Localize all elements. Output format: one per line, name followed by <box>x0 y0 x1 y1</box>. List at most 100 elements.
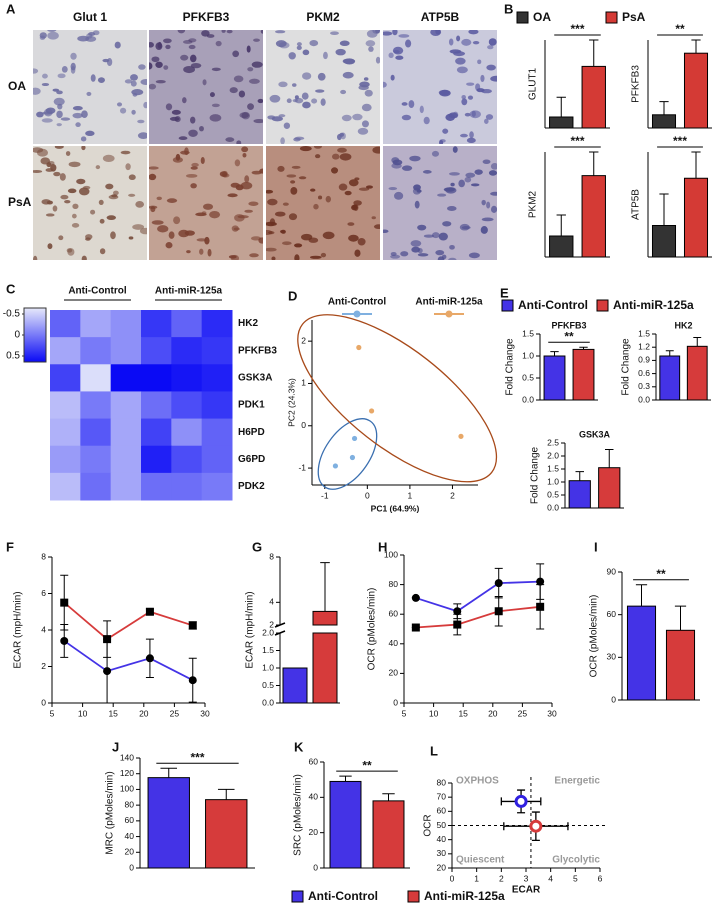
panel-label: J <box>112 739 119 754</box>
nucleus <box>317 195 323 200</box>
nucleus <box>190 183 197 189</box>
nucleus <box>56 90 63 95</box>
y-tick-label: 1.5 <box>262 645 274 655</box>
nucleus <box>401 165 413 171</box>
bar-lower <box>312 632 338 704</box>
nucleus <box>36 148 49 157</box>
nucleus <box>45 213 55 217</box>
y-axis-label: SRC (pMoles/min) <box>293 774 304 856</box>
y-tick-label: 1 <box>301 378 306 388</box>
nucleus <box>81 146 86 151</box>
y-tick-label: 8 <box>41 551 46 561</box>
legend-label: Anti-Control <box>328 297 387 308</box>
nucleus <box>238 90 246 98</box>
y-tick-label: 70 <box>437 791 447 801</box>
nucleus <box>361 103 372 112</box>
nucleus <box>487 45 494 50</box>
nucleus <box>341 114 352 122</box>
nucleus <box>294 254 300 260</box>
nucleus <box>149 42 154 48</box>
legend-label: Anti-Control <box>308 889 378 903</box>
y-tick-label: 30 <box>607 652 617 662</box>
nucleus <box>417 253 429 257</box>
quadrant-label: Glycolytic <box>552 855 600 866</box>
nucleus <box>388 52 394 59</box>
legend-swatch <box>291 890 304 903</box>
nucleus <box>60 194 69 200</box>
nucleus <box>401 114 412 121</box>
heatmap-cell <box>110 391 142 420</box>
nucleus <box>471 110 476 117</box>
x-tick-label: 1 <box>474 873 479 883</box>
column-label: PFKFB3 <box>183 10 230 24</box>
bar <box>549 116 574 129</box>
nucleus <box>70 62 76 71</box>
heatmap-cell <box>171 391 203 420</box>
point <box>356 344 362 351</box>
nucleus <box>372 146 380 154</box>
bar <box>549 235 574 258</box>
marker <box>494 579 503 588</box>
nucleus <box>76 178 86 185</box>
nucleus <box>422 170 432 174</box>
nucleus <box>199 125 204 132</box>
error-bar <box>556 96 566 117</box>
nucleus <box>268 231 275 235</box>
nucleus <box>309 255 322 259</box>
nucleus <box>435 30 441 35</box>
nucleus <box>392 46 404 55</box>
nucleus <box>315 89 325 93</box>
nucleus <box>201 30 210 37</box>
nucleus <box>317 72 326 81</box>
y-tick-label: 1.5 <box>522 328 534 338</box>
y-axis-label: Fold Change <box>530 446 541 504</box>
y-tick-label: 2.5 <box>547 437 559 447</box>
nucleus <box>204 236 210 245</box>
nucleus <box>72 213 77 219</box>
nucleus <box>155 61 163 68</box>
nucleus <box>410 240 422 247</box>
nucleus <box>372 30 380 34</box>
y-tick-label: 60 <box>309 756 319 766</box>
y-tick-label: 0 <box>129 862 134 872</box>
bar <box>665 629 696 701</box>
heatmap-cell <box>80 418 112 447</box>
nucleus <box>486 64 496 71</box>
nucleus <box>323 51 328 60</box>
nucleus <box>177 30 186 34</box>
point <box>458 433 464 439</box>
nucleus <box>359 81 370 88</box>
bar <box>651 225 677 258</box>
nucleus <box>439 89 451 97</box>
nucleus <box>157 41 162 49</box>
panel-label: A <box>6 1 16 16</box>
nucleus <box>183 40 193 44</box>
nucleus <box>240 181 253 190</box>
nucleus <box>465 172 476 178</box>
legend-dot <box>445 310 453 318</box>
nucleus <box>288 213 298 221</box>
nucleus <box>282 241 292 246</box>
nucleus <box>151 56 160 63</box>
chart-title: HK2 <box>674 320 692 330</box>
marker <box>494 607 503 616</box>
nucleus <box>266 247 277 252</box>
nucleus <box>490 75 497 82</box>
nucleus <box>209 210 221 219</box>
x-axis-label: ECAR <box>512 885 541 896</box>
nucleus <box>338 183 348 191</box>
y-axis-label: GLUT1 <box>528 67 539 100</box>
nucleus <box>222 170 228 178</box>
nucleus <box>120 150 131 155</box>
chart-title: PFKFB3 <box>551 320 586 330</box>
nucleus <box>195 212 207 217</box>
nucleus <box>292 99 298 103</box>
nucleus <box>54 146 64 149</box>
nucleus <box>413 184 421 191</box>
nucleus <box>398 34 410 38</box>
bar <box>659 355 681 401</box>
y-axis-label: PKM2 <box>528 190 539 218</box>
nucleus <box>106 215 116 221</box>
significance: ** <box>656 567 666 581</box>
